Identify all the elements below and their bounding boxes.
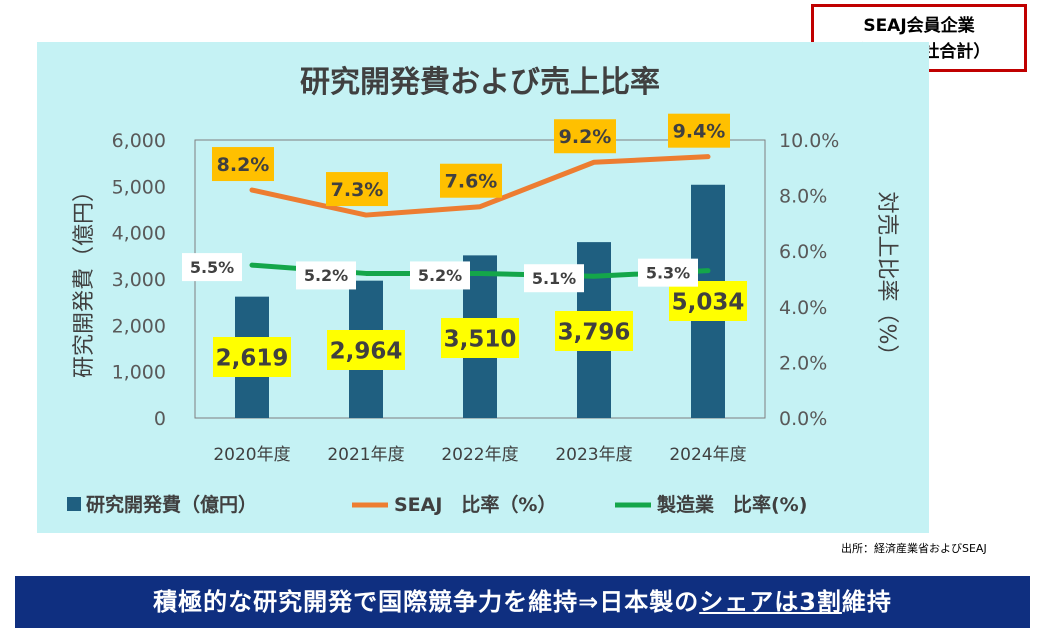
- y2-tick-label: 8.0%: [779, 186, 827, 208]
- bar-data-label: 3,510: [444, 326, 517, 352]
- x-tick-label: 2022年度: [441, 445, 518, 465]
- seaj-data-label-box: [326, 172, 388, 207]
- bar-data-label: 2,619: [216, 345, 289, 371]
- y-tick-label: 1,000: [112, 362, 166, 384]
- mfg-data-label: 5.2%: [304, 266, 348, 285]
- banner-pre: 積極的な研究開発で国際競争力を維持⇒日本製の: [153, 588, 700, 616]
- bar-data-label-box: [555, 311, 633, 351]
- mfg-data-label: 5.5%: [190, 258, 234, 277]
- bar-data-label-box: [213, 337, 291, 377]
- banner-underlined: シェアは3割: [699, 588, 842, 616]
- y2-axis-label: 対売上比率（%）: [874, 192, 899, 367]
- banner-post: 維持: [841, 588, 892, 616]
- seaj-data-label: 9.4%: [673, 121, 726, 143]
- seaj-data-label: 9.2%: [559, 126, 612, 148]
- y-tick-label: 5,000: [112, 176, 166, 198]
- y-tick-label: 2,000: [112, 315, 166, 337]
- legend-bar-swatch: [67, 497, 81, 511]
- y-tick-label: 0: [154, 408, 166, 430]
- seaj-ratio-line: [249, 154, 711, 218]
- bar-data-label-box: [441, 318, 519, 358]
- seaj-data-label-box: [440, 163, 502, 198]
- seaj-data-label: 7.6%: [445, 171, 498, 193]
- mfg-data-label-box: [524, 264, 584, 293]
- y2-tick-label: 10.0%: [779, 130, 839, 152]
- y2-tick-label: 4.0%: [779, 297, 827, 319]
- badge-line1: SEAJ会員企業: [863, 16, 975, 36]
- y2-tick-label: 0.0%: [779, 408, 827, 430]
- seaj-data-label: 8.2%: [217, 154, 270, 176]
- mfg-data-label-box: [410, 261, 470, 290]
- seaj-data-label-box: [668, 113, 730, 148]
- bar-data-label-box: [669, 281, 747, 321]
- y2-tick-label: 6.0%: [779, 241, 827, 263]
- mfg-data-label: 5.2%: [418, 266, 462, 285]
- seaj-data-label-box: [212, 147, 274, 182]
- seaj-data-label-box: [554, 119, 616, 154]
- mfg-data-label-box: [638, 258, 698, 287]
- legend-seaj-label: SEAJ 比率（%）: [394, 493, 556, 516]
- x-tick-label: 2024年度: [669, 445, 746, 465]
- seaj-data-label: 7.3%: [331, 179, 384, 201]
- y-tick-label: 4,000: [112, 223, 166, 245]
- legend-bar-label: 研究開発費（億円）: [86, 493, 257, 516]
- chart: 研究開発費および売上比率 0 1,000 2,000 3,000 4,000 5,000 6,…: [67, 65, 899, 516]
- chart-title: 研究開発費および売上比率: [300, 65, 660, 100]
- mfg-data-label: 5.1%: [532, 269, 576, 288]
- bar-data-label: 3,796: [558, 319, 631, 345]
- x-tick-label: 2021年度: [327, 445, 404, 465]
- y-tick-label: 3,000: [112, 269, 166, 291]
- y2-tick-label: 2.0%: [779, 352, 827, 374]
- x-tick-label: 2020年度: [213, 445, 290, 465]
- bar-data-label-box: [327, 330, 405, 370]
- legend-mfg-label: 製造業 比率(%): [656, 493, 807, 516]
- bar-data-label: 5,034: [672, 289, 745, 315]
- conclusion-banner: 積極的な研究開発で国際競争力を維持⇒日本製のシェアは3割維持: [15, 576, 1030, 628]
- mfg-data-label-box: [182, 253, 242, 282]
- y-axis-label: 研究開発費（億円）: [72, 180, 97, 378]
- bar-data-label: 2,964: [330, 338, 403, 364]
- mfg-data-label: 5.3%: [646, 263, 690, 282]
- y-tick-label: 6,000: [112, 130, 166, 152]
- source-note: 出所：経済産業省およびSEAJ: [841, 542, 987, 555]
- x-tick-label: 2023年度: [555, 445, 632, 465]
- mfg-data-label-box: [296, 261, 356, 290]
